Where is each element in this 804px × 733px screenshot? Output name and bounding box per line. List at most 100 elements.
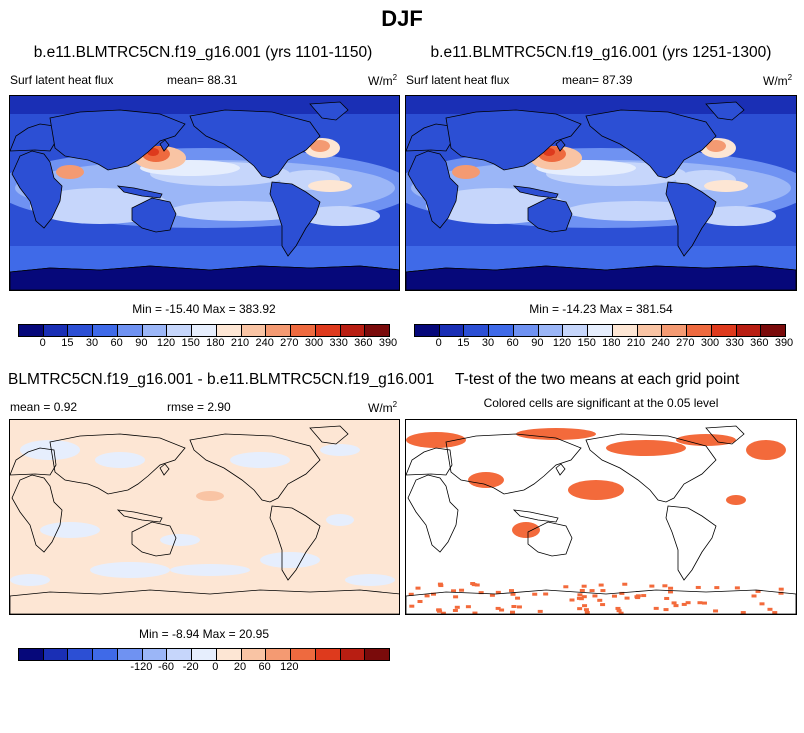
significant-cell	[430, 592, 436, 596]
significant-cell	[582, 604, 588, 608]
colorbar-tick-label: 180	[602, 337, 621, 349]
colorbar-cell	[19, 325, 44, 336]
significant-cell	[641, 594, 647, 598]
flux-atlantic-high	[704, 180, 748, 192]
coastline-europe	[10, 447, 57, 476]
map-background	[406, 420, 796, 614]
significant-cell	[454, 605, 460, 609]
coastline-south-america	[665, 505, 717, 581]
significant-cell	[713, 609, 719, 613]
flux-arctic	[10, 96, 399, 114]
diff-negative-region-1	[20, 440, 80, 460]
colorbar-cell	[464, 325, 490, 336]
colorbar-cell	[241, 649, 267, 660]
colorbar-cell	[266, 325, 292, 336]
coastline-africa	[11, 474, 63, 553]
panel2-mean: mean= 87.39	[562, 73, 633, 87]
panel2-colorbar-labels: 0 15 30 60 90 120 150 180 210 240 270 300 330 360 390	[414, 337, 794, 351]
panel3-mean: mean = 0.92	[10, 400, 78, 414]
colorbar-tick-label: -120	[130, 661, 153, 673]
diff-negative-region-6	[90, 562, 170, 578]
colorbar-tick-label: 300	[304, 337, 324, 349]
significant-cell	[611, 594, 617, 598]
significant-cell	[668, 586, 674, 590]
colorbar-tick-label: 390	[378, 337, 398, 349]
significant-cell	[695, 585, 701, 589]
colorbar-cell	[266, 649, 292, 660]
flux-antarctica	[406, 265, 796, 290]
panel2-title: b.e11.BLMTRC5CN.f19_g16.001 (yrs 1251-13…	[430, 44, 772, 61]
significant-cell	[600, 603, 606, 607]
significant-region-5	[568, 480, 624, 500]
colorbar-cell	[167, 649, 193, 660]
colorbar-tick-label: 270	[280, 337, 299, 349]
flux-atlantic-high	[308, 180, 352, 192]
colorbar-cell	[365, 649, 390, 660]
colorbar-tick-label: 20	[233, 661, 247, 673]
coastline-north-america	[189, 109, 321, 179]
coastline-asia	[49, 433, 186, 495]
panel3-colorbar-labels: -120 -60 -20 0 20 60 120	[18, 661, 390, 675]
panel1-map	[9, 95, 400, 291]
panel2-units: W/m2	[763, 73, 793, 88]
coastline-indonesia	[512, 509, 559, 523]
colorbar-cell	[216, 325, 242, 336]
colorbar-cell	[489, 325, 514, 336]
colorbar-tick-label: 180	[206, 337, 225, 349]
flux-arctic	[406, 96, 796, 114]
panel3-title: BLMTRC5CN.f19_g16.001 - b.e11.BLMTRC5CN.…	[8, 371, 435, 388]
colorbar-tick-label: 270	[676, 337, 695, 349]
significant-cell	[451, 589, 457, 593]
panel1-mean: mean= 88.31	[167, 73, 238, 87]
colorbar-cell	[588, 325, 613, 336]
colorbar-tick-label: 90	[531, 337, 544, 349]
significant-cell	[438, 584, 444, 588]
colorbar-cell	[761, 325, 786, 336]
flux-arabian-sea	[452, 165, 480, 179]
diff-negative-region-7	[170, 564, 250, 576]
colorbar-cell	[93, 325, 118, 336]
coastline-antarctica	[406, 589, 796, 614]
coastline-antarctica	[10, 589, 399, 614]
significant-cell	[474, 583, 480, 587]
coastline-africa	[11, 150, 63, 229]
significant-cell	[424, 594, 430, 598]
significant-cell	[615, 606, 621, 610]
significant-region-9	[726, 495, 746, 505]
coastline-north-america	[189, 433, 321, 503]
significant-cell	[668, 590, 674, 594]
significant-cell	[653, 606, 659, 610]
panel3-rmse: rmse = 2.90	[167, 400, 231, 414]
significant-cell	[697, 601, 703, 605]
coastline-north-america	[585, 433, 717, 503]
significant-cell	[495, 590, 501, 594]
colorbar-tick-label: 30	[85, 337, 99, 349]
coastline-japan	[555, 139, 566, 152]
colorbar-tick-label: 60	[506, 337, 519, 349]
diff-negative-region-3	[230, 452, 290, 468]
significant-cell	[436, 608, 442, 612]
colorbar-cell	[291, 649, 316, 660]
panel1-title: b.e11.BLMTRC5CN.f19_g16.001 (yrs 1101-11…	[33, 44, 373, 61]
coastline-australia	[527, 197, 573, 233]
coastline-greenland	[705, 101, 745, 121]
colorbar-tick-label: 240	[651, 337, 670, 349]
significant-cell	[592, 594, 598, 598]
significant-cell	[459, 588, 465, 592]
colorbar-tick-label: 360	[750, 337, 769, 349]
coastline-africa	[407, 474, 459, 553]
coastline-south-america	[665, 181, 717, 257]
significant-cell	[583, 608, 589, 612]
colorbar-cell	[291, 325, 316, 336]
colorbar-cell	[93, 649, 118, 660]
panel4-subtitle: Colored cells are significant at the 0.0…	[483, 396, 719, 410]
significant-cell	[511, 604, 517, 608]
significant-cell	[543, 592, 549, 596]
significant-cell	[532, 592, 538, 596]
significant-cell	[478, 591, 484, 595]
colorbar-cell	[19, 649, 44, 660]
significant-region-8	[468, 472, 504, 488]
flux-gulf-stream-core	[706, 140, 726, 152]
coastline-asia	[445, 433, 582, 495]
colorbar-tick-label: 330	[329, 337, 348, 349]
